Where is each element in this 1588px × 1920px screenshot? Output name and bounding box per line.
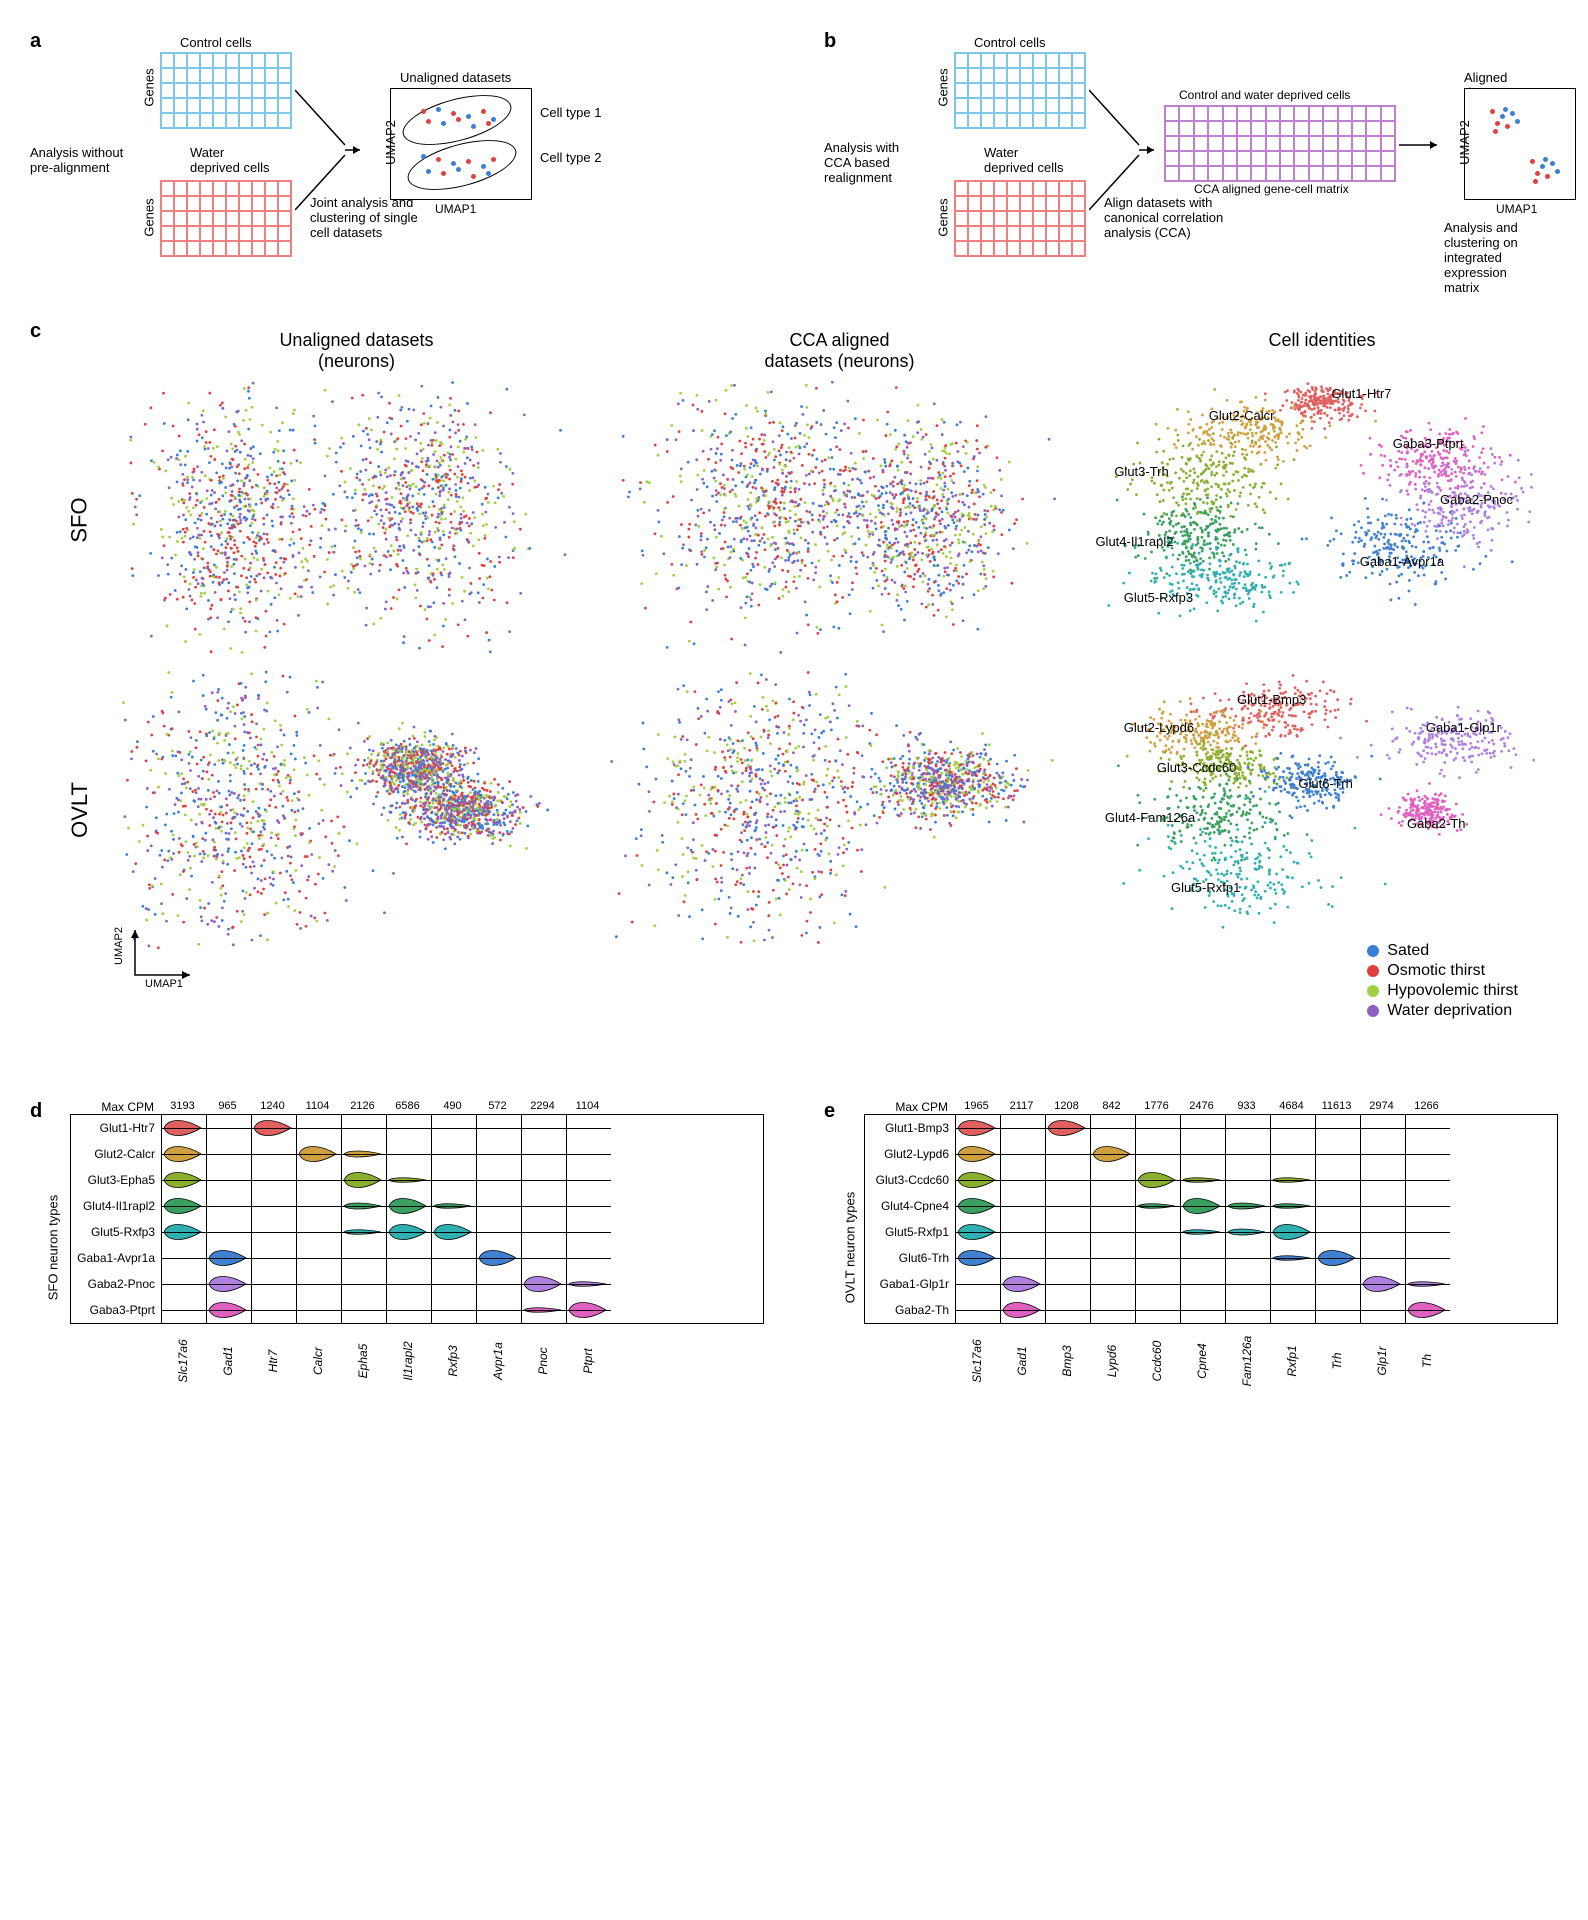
umap1-c: UMAP1 <box>145 978 183 990</box>
desc1-a: Analysis without pre-alignment <box>30 145 123 175</box>
top-row: a Control cells Genes Analysis without p… <box>30 30 1558 290</box>
control-label-a: Control cells <box>180 35 252 50</box>
aligned-bottom-b: CCA aligned gene-cell matrix <box>1194 182 1349 196</box>
col-header-1: CCA aligned datasets (neurons) <box>603 330 1076 372</box>
water-grid-b <box>954 180 1086 257</box>
panel-c: c Unaligned datasets (neurons) CCA align… <box>30 330 1558 1000</box>
violin-chart-e: Max CPM196521171208842177624769334684116… <box>864 1100 1558 1384</box>
aligned-grid-b <box>1164 105 1396 182</box>
y-label-d: SFO neuron types <box>45 1195 60 1301</box>
panel-b-label: b <box>824 30 836 53</box>
figure: a Control cells Genes Analysis without p… <box>30 30 1558 1384</box>
desc2-a: Joint analysis and clustering of single … <box>310 195 418 240</box>
scatter-title-a: Unaligned datasets <box>400 70 511 85</box>
control-label-b: Control cells <box>974 35 1046 50</box>
celltype2-a: Cell type 2 <box>540 150 601 165</box>
celltype1-a: Cell type 1 <box>540 105 601 120</box>
umap-sfo-aligned <box>603 380 1076 660</box>
row-label-ovlt: OVLT <box>67 782 93 838</box>
desc1-b: Analysis with CCA based realignment <box>824 140 899 185</box>
panel-d: d SFO neuron types Max CPM31939651240110… <box>30 1100 764 1384</box>
violin-chart-d: Max CPM319396512401104212665864905722294… <box>70 1100 764 1384</box>
umap-ovlt-unaligned <box>120 670 593 950</box>
genes-label-b2: Genes <box>936 198 951 236</box>
panel-a-label: a <box>30 30 41 53</box>
genes-label-b1: Genes <box>936 68 951 106</box>
umap-ovlt-identities: Glut1-Bmp3Glut2-Lypd6Glut3-Ccdc60Glut6-T… <box>1086 670 1558 950</box>
umap2-c: UMAP2 <box>113 927 125 965</box>
panel-b: b Control cells Genes Analysis with CCA … <box>824 30 1558 290</box>
umap-sfo-unaligned <box>120 380 593 660</box>
water-label-a: Water deprived cells <box>190 145 270 175</box>
panel-a: a Control cells Genes Analysis without p… <box>30 30 764 290</box>
legend-c: SatedOsmotic thirstHypovolemic thirstWat… <box>1367 940 1518 1022</box>
y-label-e: OVLT neuron types <box>842 1192 857 1304</box>
panel-c-label: c <box>30 320 41 343</box>
col-header-0: Unaligned datasets (neurons) <box>120 330 593 372</box>
scatter-b <box>1464 88 1576 200</box>
aligned-top-b: Control and water deprived cells <box>1179 88 1350 102</box>
desc2-b: Align datasets with canonical correlatio… <box>1104 195 1223 240</box>
water-label-b: Water deprived cells <box>984 145 1064 175</box>
desc3-b: Analysis and clustering on integrated ex… <box>1444 220 1558 295</box>
genes-label-a2: Genes <box>142 198 157 236</box>
water-grid-a <box>160 180 292 257</box>
umap-ovlt-aligned <box>603 670 1076 950</box>
umap2-b: UMAP2 <box>1457 120 1472 165</box>
col-header-2: Cell identities <box>1086 330 1558 351</box>
arrow-b2 <box>1399 135 1444 155</box>
panel-d-label: d <box>30 1100 42 1123</box>
panel-e-label: e <box>824 1100 835 1123</box>
bottom-row: d SFO neuron types Max CPM31939651240110… <box>30 1100 1558 1384</box>
control-grid-b <box>954 52 1086 129</box>
genes-label-a1: Genes <box>142 68 157 106</box>
umap2-a: UMAP2 <box>383 120 398 165</box>
control-grid-a <box>160 52 292 129</box>
row-label-sfo: SFO <box>67 497 93 542</box>
scatter-a <box>390 88 532 200</box>
panel-e: e OVLT neuron types Max CPM1965211712088… <box>824 1100 1558 1384</box>
umap-sfo-identities: Glut1-Htr7Glut2-CalcrGlut3-TrhGlut4-Il1r… <box>1086 380 1558 660</box>
umap1-a: UMAP1 <box>435 202 476 216</box>
umap1-b: UMAP1 <box>1496 202 1537 216</box>
